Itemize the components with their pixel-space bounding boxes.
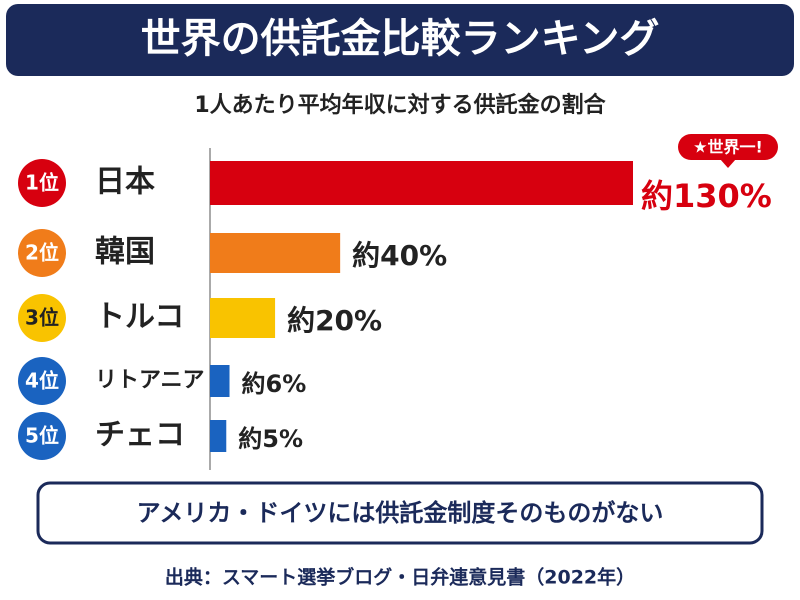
- title-band: [6, 4, 794, 76]
- rank-label: 5位: [25, 424, 59, 448]
- rank-label: 1位: [25, 171, 59, 195]
- value-label: 約40%: [352, 239, 447, 272]
- bar: [210, 233, 341, 273]
- highlight-pointer: [720, 159, 736, 168]
- rank-label: 4位: [25, 369, 59, 393]
- rank-badge: [18, 412, 66, 460]
- value-label: 約5%: [238, 425, 303, 453]
- value-label: 約130%: [641, 177, 772, 215]
- rank-badge: [18, 229, 66, 277]
- category-label: 日本: [95, 165, 155, 200]
- rank-label: 2位: [25, 241, 59, 265]
- rank-badge: [18, 294, 66, 342]
- value-label: 約6%: [242, 370, 307, 398]
- source: 出典：スマート選挙ブログ・日弁連意見書（2022年）: [165, 566, 635, 589]
- category-label: リトアニア: [95, 368, 205, 393]
- rank-label: 3位: [25, 306, 59, 330]
- bar: [210, 420, 227, 452]
- rank-badge: [18, 357, 66, 405]
- category-label: 韓国: [95, 235, 155, 270]
- chart-title: 世界の供託金比較ランキング: [141, 16, 660, 62]
- note: アメリカ・ドイツには供託金制度そのものがない: [137, 499, 664, 527]
- note-box: [36, 481, 764, 545]
- bar: [210, 298, 276, 338]
- category-label: トルコ: [95, 300, 184, 335]
- highlight-label: ★世界一!: [693, 138, 763, 157]
- bar: [210, 161, 633, 205]
- bar: [210, 365, 230, 397]
- category-label: チェコ: [95, 418, 185, 453]
- chart-subtitle: 1人あたり平均年収に対する供託金の割合: [194, 92, 606, 118]
- value-label: 約20%: [287, 304, 382, 337]
- rank-badge: [18, 159, 66, 207]
- highlight-badge: [678, 134, 778, 160]
